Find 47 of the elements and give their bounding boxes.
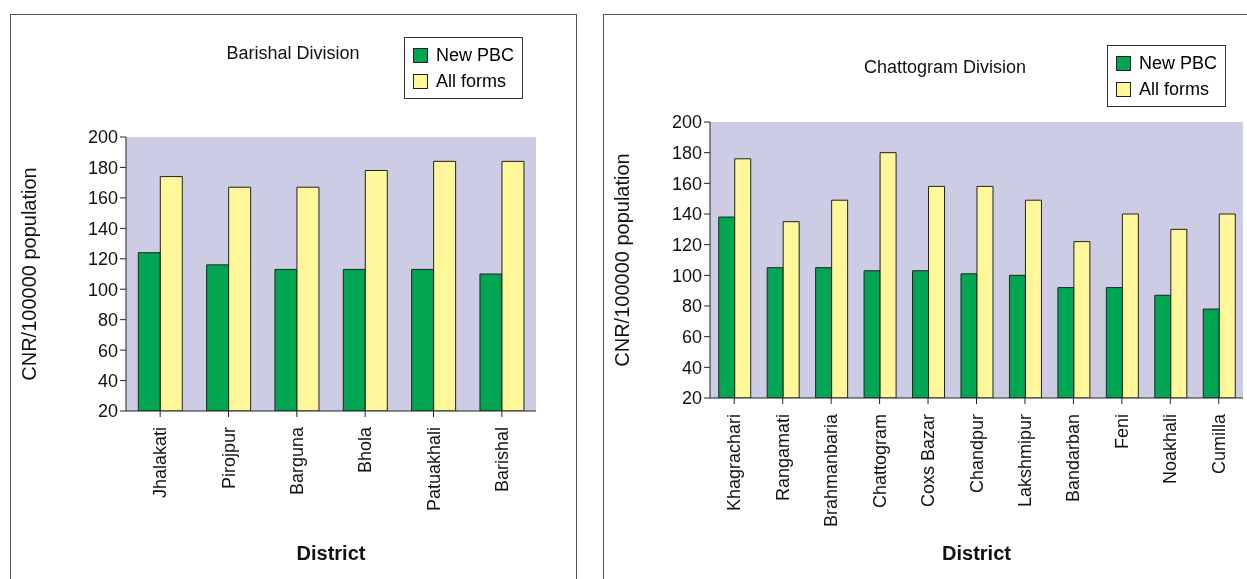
x-tick-label: Lakshmipur [1014, 414, 1035, 508]
y-tick-label: 80 [681, 296, 702, 317]
y-tick-label: 180 [87, 157, 118, 178]
y-axis-title: CNR/100000 population [611, 153, 634, 367]
legend-label: All forms [436, 70, 507, 93]
y-tick-label: 140 [671, 204, 702, 225]
x-tick-label: Barguna [286, 426, 307, 496]
x-tick-label: Jhalakati [150, 427, 171, 499]
x-tick-label: Pirojpur [218, 427, 239, 490]
y-tick-label: 40 [97, 370, 118, 391]
y-tick-label: 40 [681, 357, 702, 378]
legend-label: New PBC [436, 44, 515, 67]
legend-label: All forms [1139, 78, 1210, 101]
y-tick-label: 60 [97, 340, 118, 361]
y-tick-label: 120 [87, 249, 118, 270]
x-tick-label: Brahmanbaria [821, 413, 842, 528]
y-tick-label: 160 [87, 188, 118, 209]
x-tick-label: Cumilla [1208, 413, 1229, 475]
y-tick-label: 80 [97, 310, 118, 331]
x-tick-label: Bandarban [1063, 414, 1084, 503]
x-tick-label: Bhola [355, 426, 376, 474]
y-tick-label: 20 [97, 401, 118, 422]
x-tick-label: Coxs Bazar [918, 414, 939, 508]
y-tick-label: 180 [671, 143, 702, 164]
x-axis-title: District [296, 542, 366, 564]
y-tick-label: 20 [681, 388, 702, 409]
y-tick-label: 200 [671, 112, 702, 133]
x-tick-label: Khagrachari [724, 414, 745, 512]
x-tick-label: Feni [1111, 414, 1132, 450]
x-axis-title: District [942, 542, 1012, 564]
legend-label: New PBC [1139, 52, 1218, 75]
y-tick-label: 160 [671, 173, 702, 194]
x-tick-label: Barishal [491, 427, 512, 493]
y-tick-label: 100 [87, 279, 118, 300]
x-tick-label: Chattogram [869, 414, 890, 509]
x-tick-label: Patuakhali [423, 427, 444, 512]
y-axis-title: CNR/100000 population [18, 167, 41, 381]
chart-title: Chattogram Division [863, 57, 1027, 78]
y-tick-label: 200 [87, 127, 118, 148]
x-tick-label: Rangamati [772, 414, 793, 502]
x-tick-label: Noakhali [1160, 414, 1181, 485]
x-tick-label: Chandpur [966, 414, 987, 494]
chart-title: Barishal Division [226, 43, 360, 64]
y-tick-label: 120 [671, 235, 702, 256]
y-tick-label: 60 [681, 327, 702, 348]
y-tick-label: 140 [87, 218, 118, 239]
y-tick-label: 100 [671, 265, 702, 286]
